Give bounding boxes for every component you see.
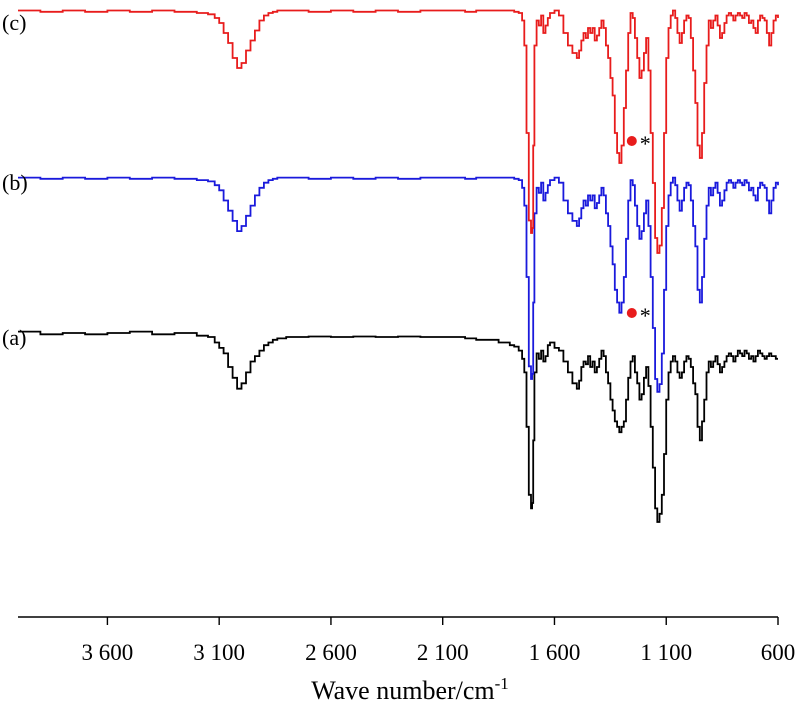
x-tick-label: 1 100 bbox=[640, 640, 692, 665]
x-tick-label: 600 bbox=[761, 640, 796, 665]
annotation-asterisk-b: * bbox=[640, 303, 651, 328]
annotation-asterisk-c: * bbox=[640, 131, 651, 156]
curve-label-c: (c) bbox=[2, 10, 26, 35]
peak-annotations: ** bbox=[626, 131, 651, 328]
x-tick-label: 3 100 bbox=[193, 640, 245, 665]
x-axis-title-superscript: -1 bbox=[495, 674, 509, 693]
spectrum-line-b bbox=[18, 176, 779, 393]
x-tick-label: 2 100 bbox=[417, 640, 469, 665]
curve-label-a: (a) bbox=[2, 325, 26, 350]
curve-label-b: (b) bbox=[2, 170, 28, 195]
x-axis-ticks: 3 600 3 100 2 600 2 100 1 600 1 100 600 bbox=[82, 617, 796, 665]
x-axis-title: Wave number/cm-1 bbox=[311, 674, 509, 705]
x-tick-label: 2 600 bbox=[305, 640, 357, 665]
curve-labels: (a) (b) (c) bbox=[2, 10, 28, 350]
spectrum-line-a bbox=[18, 330, 778, 523]
spectrum-line-c bbox=[18, 9, 779, 254]
x-tick-label: 3 600 bbox=[82, 640, 134, 665]
annotation-dot-b bbox=[626, 308, 637, 318]
annotation-dot-c bbox=[626, 136, 637, 146]
spectra-curves bbox=[18, 9, 779, 523]
x-tick-label: 1 600 bbox=[529, 640, 581, 665]
x-axis-title-main: Wave number/cm bbox=[311, 676, 494, 705]
